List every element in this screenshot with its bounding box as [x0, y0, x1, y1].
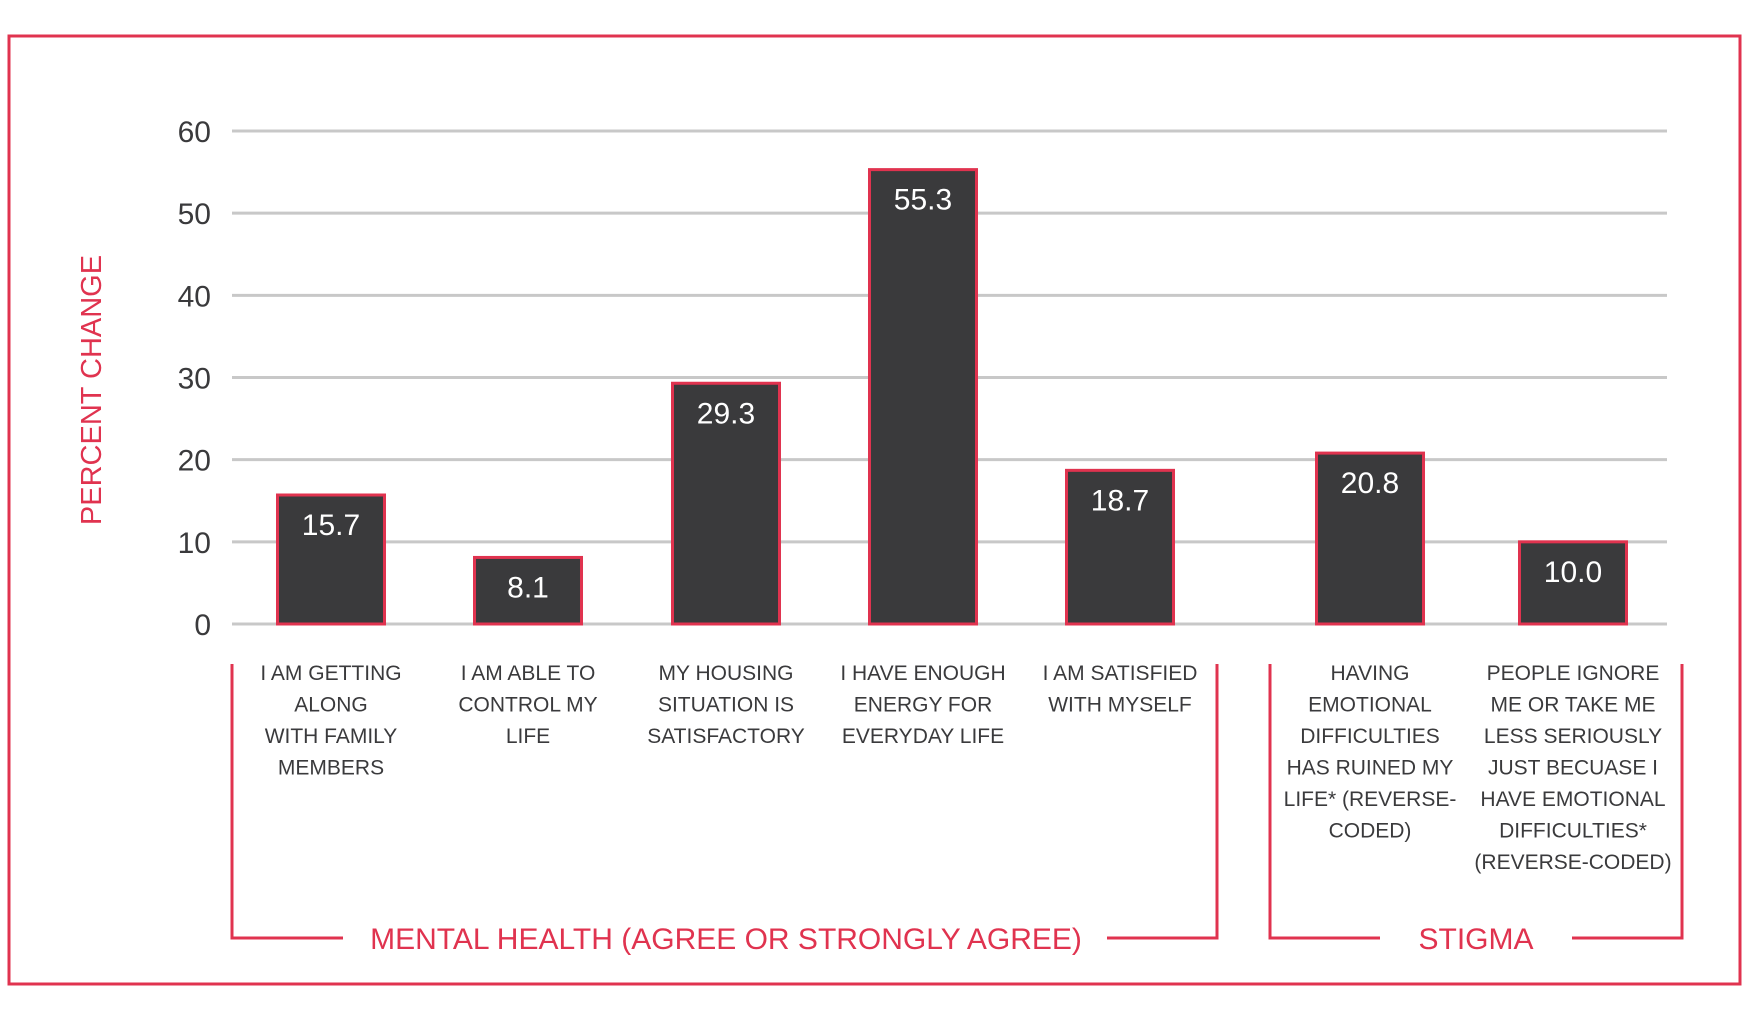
category-label-line: SATISFACTORY: [647, 725, 805, 748]
category-label-line: DIFFICULTIES: [1300, 725, 1440, 748]
category-label-line: JUST BECUASE I: [1488, 757, 1658, 780]
category-label-line: SITUATION IS: [658, 694, 794, 717]
category-label-line: EMOTIONAL: [1308, 694, 1432, 717]
category-label-line: I HAVE ENOUGH: [840, 662, 1005, 685]
bar-value-label: 55.3: [894, 184, 952, 217]
category-label-line: ALONG: [294, 694, 368, 717]
bar: [671, 381, 781, 626]
bar: [1065, 468, 1175, 626]
outer-frame: [7, 34, 1742, 986]
category-label-line: CONTROL MY: [458, 694, 597, 717]
bar-value-label: 20.8: [1341, 467, 1399, 500]
category-label-line: I AM SATISFIED: [1043, 662, 1198, 685]
bar-value-label: 15.7: [302, 509, 360, 542]
y-tick-label: 30: [178, 363, 211, 396]
category-label-line: EVERYDAY LIFE: [842, 725, 1004, 748]
y-tick-label: 20: [178, 445, 211, 478]
category-label-line: LIFE: [506, 725, 550, 748]
group-bracket: [230, 664, 1219, 940]
y-tick-label: 50: [178, 198, 211, 231]
category-label-line: HAVE EMOTIONAL: [1480, 788, 1665, 811]
category-label-line: MY HOUSING: [659, 662, 794, 685]
group-label: STIGMA: [1418, 923, 1533, 956]
bar: [868, 168, 978, 626]
category-label-line: WITH MYSELF: [1048, 694, 1192, 717]
category-label-line: DIFFICULTIES*: [1499, 820, 1647, 843]
bar-value-label: 8.1: [507, 571, 549, 604]
bar-value-label: 18.7: [1091, 484, 1149, 517]
category-label-line: I AM GETTING: [260, 662, 401, 685]
bar-value-label: 10.0: [1544, 556, 1602, 589]
category-label-line: LESS SERIOUSLY: [1484, 725, 1662, 748]
category-label-line: I AM ABLE TO: [461, 662, 596, 685]
category-label-line: HAS RUINED MY: [1287, 757, 1454, 780]
category-label-line: LIFE* (REVERSE-: [1284, 788, 1457, 811]
y-tick-label: 40: [178, 280, 211, 313]
bar: [276, 493, 386, 626]
y-tick-label: 10: [178, 527, 211, 560]
category-label-line: WITH FAMILY: [265, 725, 398, 748]
value-labels: 15.7 8.1 29.3 55.3 18.7 20.8 10.0: [302, 184, 1602, 605]
y-tick-label: 60: [178, 116, 211, 149]
category-label-line: ME OR TAKE ME: [1491, 694, 1656, 717]
y-tick-labels: 0 10 20 30 40 50 60: [178, 116, 211, 642]
bar-value-label: 29.3: [697, 397, 755, 430]
y-axis-label: PERCENT CHANGE: [76, 255, 108, 525]
bar: [1518, 540, 1628, 626]
y-tick-label: 0: [194, 609, 211, 642]
category-label-line: (REVERSE-CODED): [1474, 851, 1671, 874]
category-labels: I AM GETTING ALONG WITH FAMILY MEMBERS I AM …: [260, 662, 1671, 874]
category-label-line: PEOPLE IGNORE: [1487, 662, 1660, 685]
category-groups: MENTAL HEALTH (AGREE OR STRONGLY AGREE) S…: [230, 664, 1684, 956]
category-label-line: CODED): [1329, 820, 1412, 843]
category-label-line: ENERGY FOR: [854, 694, 992, 717]
category-label-line: MEMBERS: [278, 757, 384, 780]
bar: [473, 555, 583, 626]
bars: [276, 168, 1628, 626]
bar: [1315, 451, 1425, 626]
gridlines: [232, 129, 1667, 626]
category-label-line: HAVING: [1331, 662, 1410, 685]
group-label: MENTAL HEALTH (AGREE OR STRONGLY AGREE): [370, 923, 1082, 956]
group-bracket: [1268, 664, 1684, 940]
